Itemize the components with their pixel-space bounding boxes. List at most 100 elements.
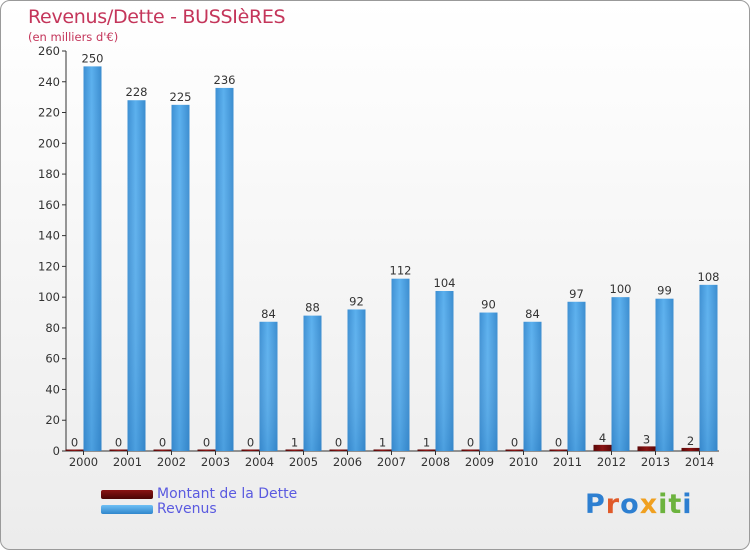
revenue-value-label: 84 [261, 307, 276, 321]
revenue-bar-shade [479, 312, 498, 451]
logo-letter: i [682, 489, 693, 520]
debt-value-label: 0 [247, 436, 254, 450]
y-tick-label: 180 [38, 167, 60, 181]
y-tick-label: 160 [38, 198, 60, 212]
debt-value-label: 0 [335, 436, 342, 450]
revenue-value-label: 225 [170, 90, 192, 104]
y-tick-label: 200 [38, 136, 60, 150]
revenue-bar-shade [435, 291, 454, 451]
debt-bar [197, 449, 216, 451]
debt-value-label: 0 [115, 436, 122, 450]
y-tick-label: 40 [45, 382, 60, 396]
logo-letter: o [620, 489, 640, 520]
logo-letter: r [605, 489, 621, 520]
debt-value-label: 0 [159, 436, 166, 450]
legend-label-debt: Montant de la Dette [157, 486, 298, 502]
debt-bar [549, 449, 568, 451]
x-tick-label: 2011 [553, 455, 582, 469]
debt-value-label: 4 [599, 431, 606, 445]
revenue-value-label: 90 [481, 298, 496, 312]
y-tick-label: 120 [38, 259, 60, 273]
revenue-value-label: 112 [390, 264, 412, 278]
x-tick-label: 2009 [465, 455, 494, 469]
y-tick-label: 0 [53, 444, 60, 458]
debt-bar [681, 447, 700, 451]
debt-bar [109, 449, 128, 451]
legend-swatch-debt [101, 490, 153, 499]
logo-letter: t [668, 489, 683, 520]
revenue-bar-shade [259, 321, 278, 451]
debt-bar [65, 449, 84, 451]
debt-value-label: 1 [379, 435, 386, 449]
revenue-value-label: 99 [657, 284, 672, 298]
x-tick-label: 2001 [113, 455, 142, 469]
debt-bar [285, 449, 304, 451]
x-tick-label: 2007 [377, 455, 406, 469]
revenue-value-label: 88 [305, 301, 320, 315]
x-tick-label: 2004 [245, 455, 274, 469]
revenue-value-label: 97 [569, 287, 584, 301]
x-tick-label: 2010 [509, 455, 538, 469]
x-tick-label: 2002 [157, 455, 186, 469]
debt-value-label: 0 [555, 436, 562, 450]
revenue-value-label: 84 [525, 307, 540, 321]
revenue-bar-shade [655, 298, 674, 451]
debt-bar [637, 446, 656, 451]
debt-bar [505, 449, 524, 451]
revenue-bar-shade [303, 315, 322, 451]
debt-value-label: 2 [687, 434, 694, 448]
debt-bar [373, 449, 392, 451]
revenue-bar-shade [391, 278, 410, 451]
revenue-value-label: 236 [214, 73, 236, 87]
y-tick-label: 20 [45, 413, 60, 427]
revenue-bar-shade [699, 284, 718, 451]
debt-bar [241, 449, 260, 451]
debt-value-label: 0 [467, 436, 474, 450]
revenue-bar-shade [611, 297, 630, 451]
revenue-bar-shade [171, 104, 190, 451]
y-tick-label: 220 [38, 106, 60, 120]
debt-bar [417, 449, 436, 451]
revenue-bar-shade [127, 100, 146, 451]
logo-letter: P [585, 489, 606, 520]
y-tick-label: 260 [38, 44, 60, 58]
debt-value-label: 0 [511, 436, 518, 450]
y-tick-label: 240 [38, 75, 60, 89]
y-tick-label: 60 [45, 352, 60, 366]
x-tick-label: 2003 [201, 455, 230, 469]
x-tick-label: 2014 [685, 455, 714, 469]
y-tick-label: 140 [38, 229, 60, 243]
revenue-bar-shade [347, 309, 366, 451]
debt-value-label: 1 [291, 435, 298, 449]
debt-value-label: 3 [643, 432, 650, 446]
revenue-bar-shade [83, 66, 102, 451]
y-tick-label: 80 [45, 321, 60, 335]
debt-bar [329, 449, 348, 451]
chart-title: Revenus/Dette - BUSSIèRES [28, 6, 286, 28]
x-tick-label: 2005 [289, 455, 318, 469]
y-tick-label: 100 [38, 290, 60, 304]
revenue-value-label: 108 [698, 270, 720, 284]
logo-letter: i [658, 489, 669, 520]
revenue-value-label: 100 [610, 282, 632, 296]
debt-bar [461, 449, 480, 451]
revenue-value-label: 228 [126, 85, 148, 99]
debt-value-label: 1 [423, 435, 430, 449]
debt-bar [593, 444, 612, 451]
chart-subtitle: (en milliers d'€) [28, 30, 119, 44]
revenue-bar-shade [523, 321, 542, 451]
revenue-value-label: 104 [434, 276, 456, 290]
debt-value-label: 0 [71, 436, 78, 450]
revenue-bar-shade [215, 87, 234, 451]
revenue-value-label: 92 [349, 294, 364, 308]
debt-value-label: 0 [203, 436, 210, 450]
logo-letter: x [639, 489, 659, 520]
revenue-bar-shade [567, 301, 586, 451]
x-tick-label: 2012 [597, 455, 626, 469]
debt-bar [153, 449, 172, 451]
revenue-value-label: 250 [82, 51, 104, 65]
legend-label-revenue: Revenus [157, 501, 217, 517]
x-tick-label: 2013 [641, 455, 670, 469]
